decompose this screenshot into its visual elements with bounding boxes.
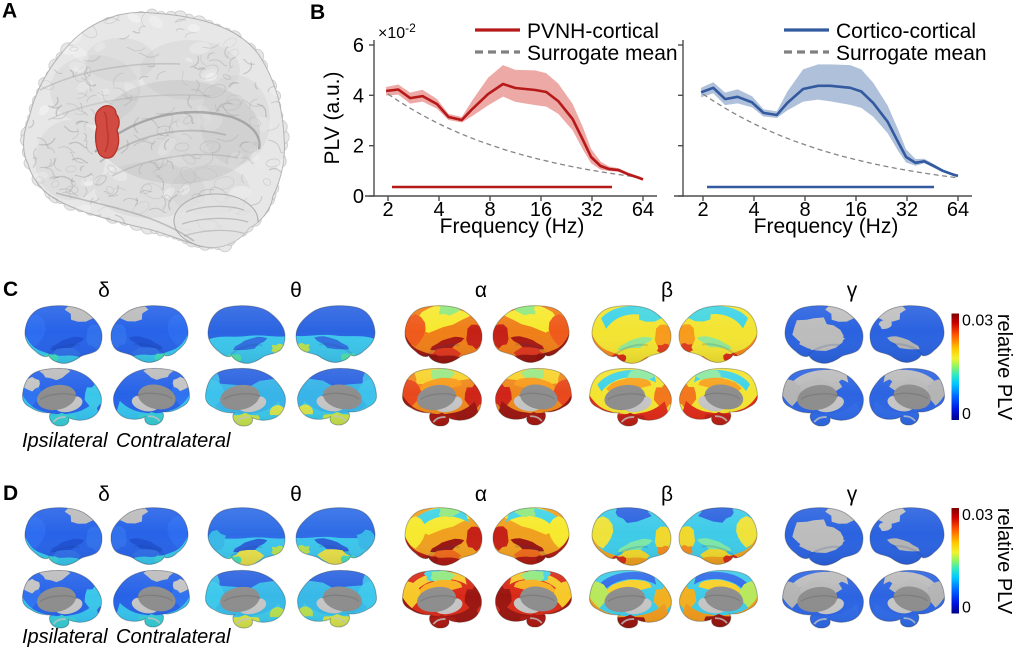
svg-text:6: 6: [353, 35, 364, 57]
svg-text:16: 16: [530, 199, 552, 221]
svg-text:0.03: 0.03: [962, 313, 993, 330]
svg-text:2: 2: [697, 199, 708, 221]
svg-text:θ: θ: [290, 279, 302, 302]
svg-text:θ: θ: [290, 483, 302, 506]
svg-text:Cortico-cortical: Cortico-cortical: [836, 20, 976, 43]
svg-text:8: 8: [799, 199, 810, 221]
svg-text:2: 2: [353, 136, 364, 158]
svg-text:C: C: [3, 278, 18, 301]
svg-text:PLV (a.u.): PLV (a.u.): [321, 72, 344, 165]
svg-text:0.03: 0.03: [962, 507, 993, 524]
svg-text:Ipsilateral: Ipsilateral: [22, 430, 108, 452]
svg-text:relative PLV: relative PLV: [993, 508, 1015, 615]
svg-text:δ: δ: [98, 483, 110, 506]
svg-text:Ipsilateral: Ipsilateral: [22, 626, 108, 648]
svg-text:Frequency (Hz): Frequency (Hz): [440, 215, 585, 238]
svg-text:4: 4: [433, 199, 444, 221]
svg-text:γ: γ: [847, 483, 858, 506]
svg-text:relative PLV: relative PLV: [993, 314, 1015, 421]
svg-text:4: 4: [748, 199, 759, 221]
svg-text:δ: δ: [98, 279, 110, 302]
svg-text:64: 64: [947, 199, 969, 221]
svg-text:D: D: [3, 482, 18, 505]
svg-text:4: 4: [353, 85, 364, 107]
svg-text:16: 16: [845, 199, 867, 221]
svg-text:Surrogate mean: Surrogate mean: [836, 42, 987, 65]
svg-text:Surrogate mean: Surrogate mean: [527, 42, 678, 65]
svg-text:β: β: [661, 483, 673, 506]
svg-text:γ: γ: [847, 279, 858, 302]
svg-text:A: A: [2, 0, 17, 23]
svg-text:0: 0: [962, 600, 971, 617]
svg-text:α: α: [475, 279, 487, 302]
svg-text:2: 2: [382, 199, 393, 221]
svg-text:32: 32: [581, 199, 603, 221]
svg-text:α: α: [475, 483, 487, 506]
svg-text:8: 8: [484, 199, 495, 221]
svg-text:B: B: [310, 1, 325, 24]
svg-text:Frequency (Hz): Frequency (Hz): [754, 215, 899, 238]
svg-text:0: 0: [353, 186, 364, 208]
svg-text:Contralateral: Contralateral: [116, 626, 231, 648]
svg-text:Contralateral: Contralateral: [116, 430, 231, 452]
svg-text:0: 0: [962, 406, 971, 423]
svg-text:PVNH-cortical: PVNH-cortical: [527, 20, 659, 43]
svg-text:32: 32: [896, 199, 918, 221]
svg-text:64: 64: [632, 199, 654, 221]
svg-text:β: β: [661, 279, 673, 302]
svg-text:×10-2: ×10-2: [378, 21, 416, 42]
